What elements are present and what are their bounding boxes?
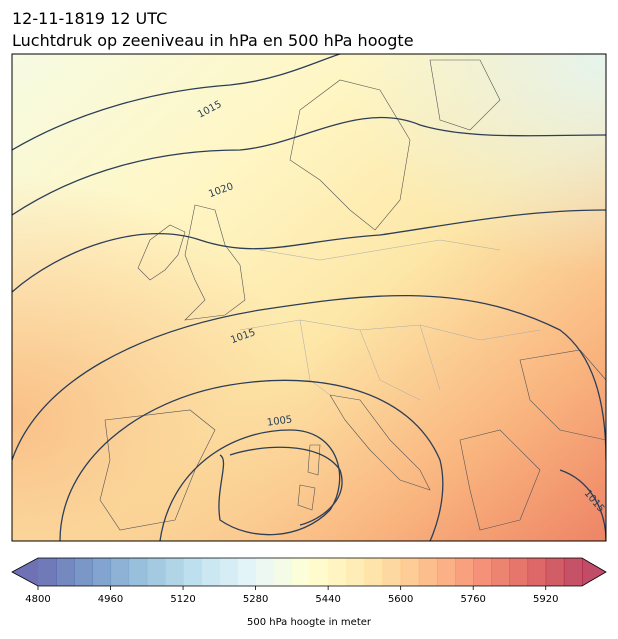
colorbar-extend-low [12,558,38,586]
colorbar-segment [563,558,583,586]
colorbar-extend-high [582,558,606,586]
colorbar-segment [56,558,75,586]
time-title: 12-11-1819 12 UTC [12,9,167,28]
colorbar-segment [74,558,93,586]
colorbar-tick-label: 4960 [98,594,123,605]
colorbar-segment [146,558,166,586]
colorbar-segment [418,558,438,586]
colorbar-segment [328,558,347,586]
colorbar-segment [38,558,57,586]
map-frame [11,53,607,542]
colorbar-tick-label: 5280 [243,594,268,605]
colorbar-segment [491,558,510,586]
colorbar-segment [364,558,384,586]
colorbar-segment [255,558,275,586]
colorbar-segment [183,558,202,586]
colorbar-segment [219,558,238,586]
colorbar-tick-label: 5760 [460,594,485,605]
colorbar-tick-label: 5920 [533,594,558,605]
colorbar-tick-label: 5440 [315,594,340,605]
colorbar-tick-label: 5120 [170,594,195,605]
colorbar-outline [11,557,607,587]
colorbar-segment [128,558,148,586]
colorbar-segment [509,558,529,586]
colorbar-segment [273,558,293,586]
colorbar-label: 500 hPa hoogte in meter [247,617,372,628]
colorbar-segment [346,558,365,586]
colorbar-tick-label: 4800 [25,594,50,605]
contour-label: 1005 [266,414,293,428]
colorbar-segment [310,558,329,586]
colorbar-segment [473,558,492,586]
colorbar-segment [201,558,220,586]
colorbar-segment [110,558,130,586]
colorbar-segment [400,558,420,586]
colorbar-segment [436,558,456,586]
colorbar-segment [237,558,257,586]
colorbar: 4800 4960 5120 5280 5440 5600 5760 5920 [11,557,607,605]
colorbar-segment [92,558,112,586]
colorbar-segment [545,558,565,586]
colorbar-segment [455,558,474,586]
colorbar-segment [291,558,311,586]
colorbar-segment [382,558,402,586]
colorbar-segment [527,558,547,586]
colorbar-segment [164,558,184,586]
colorbar-tick-label: 5600 [388,594,413,605]
map [12,54,606,541]
map-title: Luchtdruk op zeeniveau in hPa en 500 hPa… [12,31,414,50]
